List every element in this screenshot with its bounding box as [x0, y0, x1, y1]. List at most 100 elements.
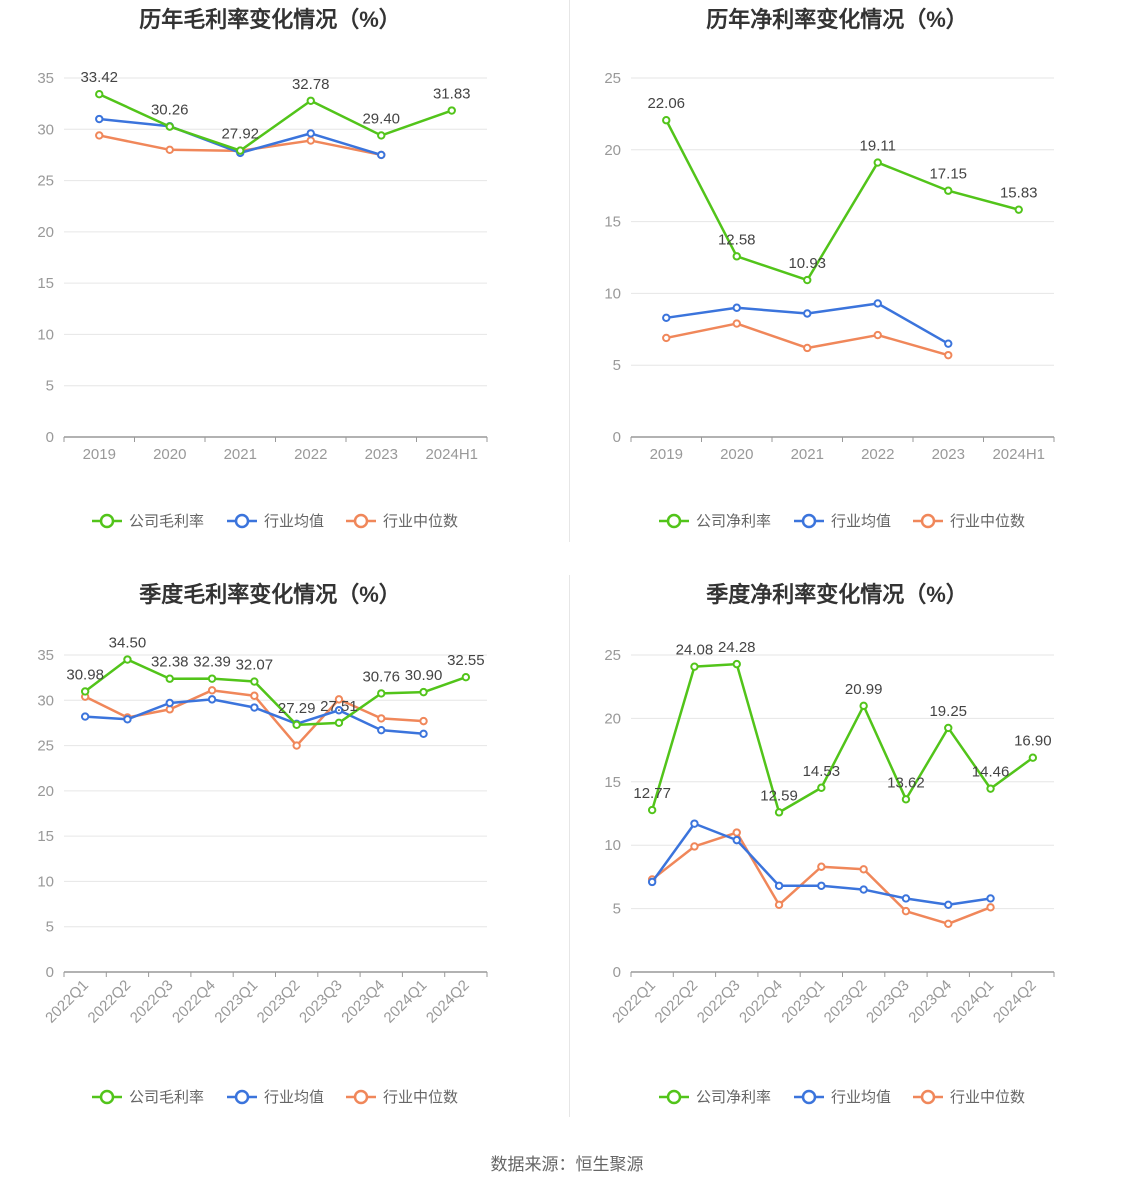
legend-marker-icon: [234, 513, 250, 529]
legend-item-company: 公司净利率: [659, 1089, 771, 1106]
data-label: 27.29: [278, 700, 316, 717]
legend-item-median: 行业中位数: [346, 1089, 458, 1106]
data-label: 20.99: [845, 681, 883, 698]
data-point-company: [419, 687, 428, 697]
x-tick-label: 2023Q3: [863, 977, 913, 1027]
data-label: 12.77: [633, 785, 671, 802]
y-tick-label: 30: [37, 121, 54, 138]
data-label: 32.55: [447, 652, 485, 669]
data-point-median: [986, 903, 995, 912]
legend-label: 行业中位数: [383, 1089, 458, 1106]
data-point-company: [447, 106, 456, 115]
data-point-avg: [859, 885, 868, 894]
y-tick-label: 20: [37, 783, 54, 800]
x-tick-label: 2020: [153, 446, 186, 463]
data-label: 33.42: [80, 69, 118, 86]
data-point-median: [732, 828, 741, 837]
data-point-company: [292, 720, 301, 730]
data-point-avg: [690, 819, 699, 828]
data-point-median: [250, 691, 259, 700]
x-tick-label: 2022Q1: [42, 977, 92, 1027]
x-tick-label: 2021: [224, 446, 257, 463]
x-tick-label: 2023: [365, 446, 398, 463]
data-point-company: [873, 158, 882, 167]
y-tick-label: 5: [613, 357, 621, 374]
legend-marker-icon: [801, 1089, 817, 1105]
series-median: [662, 319, 953, 360]
y-tick-label: 25: [37, 738, 54, 755]
data-point-median: [207, 686, 217, 695]
legend-item-median: 行业中位数: [913, 513, 1025, 530]
series-median: [647, 828, 995, 929]
data-point-avg: [80, 712, 90, 721]
data-source-note: 数据来源：恒生聚源: [490, 1155, 644, 1174]
data-label: 24.08: [676, 642, 714, 659]
series-line-company: [98, 93, 453, 152]
series-avg: [80, 695, 428, 738]
x-tick-label: 2021: [791, 446, 824, 463]
legend-marker-icon: [99, 513, 115, 529]
legend-item-avg: 行业均值: [794, 1089, 891, 1106]
y-tick-label: 10: [604, 837, 621, 854]
legend-marker-icon: [99, 1089, 115, 1105]
data-point-avg: [250, 703, 259, 712]
data-point-avg: [647, 877, 657, 887]
data-label: 14.53: [803, 763, 841, 780]
x-tick-label: 2020: [720, 446, 753, 463]
data-point-company: [662, 116, 671, 125]
data-point-avg: [419, 729, 428, 738]
series-company: 22.06 12.58 10.93 19.11 17.15 15.83: [647, 95, 1038, 285]
chart-title: 历年毛利率变化情况（%）: [139, 7, 401, 32]
legend-item-median: 行业中位数: [346, 513, 458, 530]
series-avg: [647, 819, 995, 909]
chart-title: 历年净利率变化情况（%）: [706, 7, 968, 32]
legend-label: 公司毛利率: [129, 513, 204, 530]
x-tick-label: 2022Q3: [127, 977, 177, 1027]
series-company: 12.77 24.08 24.28 12.59 14.53 20.99 13.62 19.25…: [633, 639, 1052, 817]
y-tick-label: 35: [37, 70, 54, 87]
x-tick-label: 2024Q1: [381, 977, 431, 1027]
data-point-avg: [774, 881, 784, 890]
data-point-company: [944, 723, 953, 733]
data-point-company: [859, 701, 868, 711]
x-tick-label: 2023Q2: [254, 977, 304, 1027]
data-point-company: [901, 795, 911, 804]
y-tick-label: 25: [37, 173, 54, 190]
y-tick-label: 15: [604, 214, 621, 231]
data-point-avg: [306, 129, 315, 138]
x-tick-label: 2023Q4: [338, 977, 388, 1027]
y-tick-label: 10: [37, 873, 54, 890]
x-tick-label: 2024Q1: [948, 977, 998, 1027]
data-label: 12.59: [760, 787, 798, 804]
legend-item-company: 公司毛利率: [92, 513, 204, 530]
x-tick-label: 2023Q2: [821, 977, 871, 1027]
data-point-avg: [901, 894, 911, 903]
data-point-avg: [944, 339, 953, 348]
data-point-avg: [986, 894, 995, 903]
x-tick-label: 2024Q2: [990, 977, 1040, 1027]
data-point-company: [732, 659, 741, 669]
x-tick-label: 2022: [861, 446, 894, 463]
data-point-company: [80, 687, 90, 696]
legend-item-avg: 行业均值: [227, 1089, 324, 1106]
chart-panel-quarterly-gross: 季度毛利率变化情况（%） 0 5 10 15 20 25 30 35 2022Q1 2022Q2 20…: [0, 575, 567, 1155]
data-label: 30.90: [405, 667, 443, 684]
data-point-median: [944, 350, 953, 360]
data-point-company: [123, 655, 132, 664]
data-point-company: [377, 131, 386, 140]
data-label: 32.38: [151, 654, 189, 671]
data-point-avg: [207, 695, 217, 704]
legend-label: 行业均值: [264, 1089, 324, 1106]
legend-marker-icon: [234, 1089, 250, 1105]
data-label: 15.83: [1000, 185, 1038, 202]
data-label: 32.39: [193, 654, 231, 671]
data-point-avg: [662, 313, 671, 323]
data-label: 30.26: [151, 102, 189, 119]
y-tick-label: 5: [46, 919, 54, 936]
data-point-company: [306, 96, 315, 105]
data-point-median: [803, 343, 812, 353]
y-tick-label: 15: [37, 828, 54, 845]
data-point-company: [334, 718, 344, 728]
chart-annual-gross: 历年毛利率变化情况（%） 0 5 10 15 20 25 30 35 2019 2020 2021 20…: [37, 7, 488, 530]
legend-marker-icon: [353, 513, 369, 529]
